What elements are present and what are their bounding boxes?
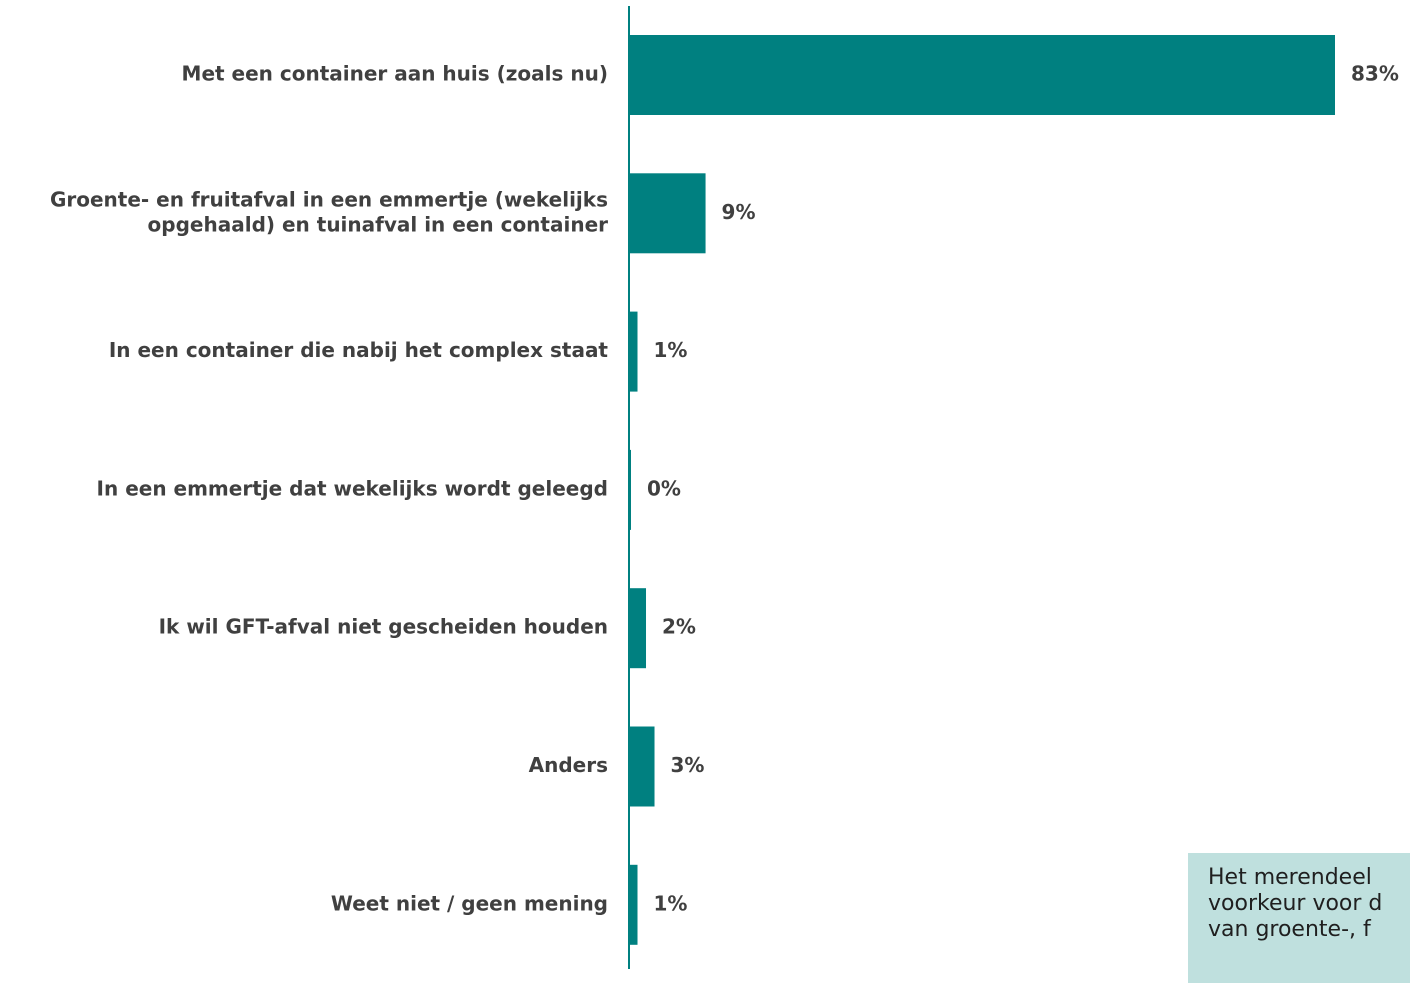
value-label-1: 9% (722, 200, 756, 224)
category-label-line: In een container die nabij het complex s… (109, 338, 609, 362)
value-label-0: 83% (1351, 62, 1399, 86)
bar-0 (629, 35, 1335, 115)
category-label-4: Ik wil GFT-afval niet gescheiden houden (159, 615, 608, 639)
summary-callout: Het merendeel voorkeur voor d van groent… (1188, 853, 1410, 983)
category-label-6: Weet niet / geen mening (331, 891, 608, 915)
category-label-line: Anders (529, 753, 608, 777)
category-label-line: Weet niet / geen mening (331, 891, 608, 915)
bar-6 (629, 864, 638, 945)
value-label-4: 2% (662, 615, 696, 639)
value-label-3: 0% (647, 476, 681, 500)
callout-line-1: Het merendeel (1208, 865, 1372, 890)
category-label-line: In een emmertje dat wekelijks wordt gele… (97, 476, 608, 500)
value-label-6: 1% (654, 891, 688, 915)
category-label-line: opgehaald) en tuinafval in een container (148, 212, 609, 236)
category-label-5: Anders (529, 753, 608, 777)
category-label-3: In een emmertje dat wekelijks wordt gele… (97, 476, 608, 500)
bar-3 (629, 449, 631, 530)
category-label-0: Met een container aan huis (zoals nu) (182, 62, 608, 86)
category-label-line: Met een container aan huis (zoals nu) (182, 62, 608, 86)
category-label-1: Groente- en fruitafval in een emmertje (… (50, 187, 608, 236)
bar-1 (629, 173, 706, 254)
bar-2 (629, 311, 638, 392)
bar-5 (629, 726, 655, 807)
bar-4 (629, 588, 647, 669)
category-label-line: Groente- en fruitafval in een emmertje (… (50, 187, 608, 211)
value-label-5: 3% (671, 753, 705, 777)
category-label-line: Ik wil GFT-afval niet gescheiden houden (159, 615, 608, 639)
callout-line-3: van groente-, f (1208, 917, 1371, 942)
callout-line-2: voorkeur voor d (1208, 891, 1383, 916)
value-label-2: 1% (654, 338, 688, 362)
category-label-2: In een container die nabij het complex s… (109, 338, 609, 362)
